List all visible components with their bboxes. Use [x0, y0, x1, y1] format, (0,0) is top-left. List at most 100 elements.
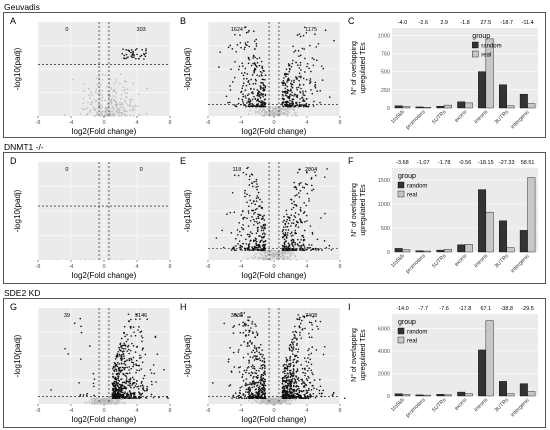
data-point	[319, 320, 322, 323]
data-point	[268, 252, 270, 255]
data-point	[305, 397, 308, 399]
data-point	[252, 249, 255, 251]
data-point	[301, 47, 304, 50]
category-label: 3UTRs	[494, 253, 511, 270]
data-point	[263, 364, 266, 367]
data-point	[252, 200, 255, 203]
data-point	[260, 398, 263, 401]
data-point	[289, 369, 292, 372]
bar-real	[527, 391, 536, 397]
data-point	[255, 42, 258, 45]
data-point	[283, 77, 285, 79]
data-point	[298, 75, 300, 78]
y-tick-label: 0	[387, 250, 390, 256]
data-point	[121, 366, 124, 369]
data-point	[241, 72, 243, 74]
data-point	[273, 111, 275, 114]
data-point	[131, 109, 134, 112]
data-point	[127, 313, 130, 316]
x-tick-label: -8	[206, 120, 211, 126]
data-point	[253, 180, 255, 183]
y-axis-label: -log10(padj)	[13, 334, 22, 377]
data-point	[258, 93, 261, 96]
data-point	[126, 88, 129, 91]
enrichment-label: -1.8	[460, 20, 469, 26]
data-point	[290, 231, 293, 234]
data-point	[274, 400, 277, 403]
data-point	[130, 51, 132, 54]
data-point	[229, 85, 231, 87]
data-point	[244, 192, 246, 194]
data-point	[255, 79, 257, 82]
data-point	[290, 232, 292, 235]
x-tick-label: 8	[168, 408, 171, 414]
data-point	[285, 401, 288, 404]
data-point	[250, 365, 253, 368]
data-point	[259, 253, 262, 255]
data-point	[287, 257, 289, 259]
data-point	[247, 383, 249, 386]
data-point	[289, 390, 291, 392]
data-point	[305, 102, 308, 105]
data-point	[276, 398, 279, 400]
data-point	[289, 247, 292, 250]
data-point	[291, 100, 293, 103]
data-point	[287, 63, 290, 65]
data-point	[288, 97, 291, 100]
data-point	[134, 351, 137, 353]
data-point	[289, 375, 292, 378]
data-point	[298, 83, 301, 86]
data-point	[130, 357, 132, 360]
data-point	[324, 212, 326, 215]
data-point	[294, 216, 297, 219]
data-point	[289, 380, 291, 383]
data-point	[253, 385, 255, 388]
data-point	[252, 83, 255, 85]
data-point	[255, 217, 258, 220]
data-point	[115, 109, 118, 111]
data-point	[141, 49, 143, 51]
data-point	[94, 398, 97, 400]
data-point	[279, 105, 282, 108]
data-point	[258, 90, 260, 92]
data-point	[101, 99, 103, 102]
data-point	[243, 78, 245, 80]
data-point	[228, 358, 230, 360]
data-point	[283, 389, 286, 392]
data-point	[93, 98, 95, 101]
data-point	[248, 235, 250, 238]
data-point	[288, 369, 291, 372]
data-point	[139, 331, 141, 333]
data-point	[291, 104, 294, 107]
data-point	[290, 235, 293, 237]
data-point	[255, 348, 258, 350]
x-tick-label: 4	[135, 408, 138, 414]
data-point	[262, 401, 265, 404]
data-point	[123, 57, 125, 59]
data-point	[304, 397, 306, 399]
x-tick-label: 0	[272, 264, 275, 270]
bar-real	[527, 177, 536, 253]
data-point	[126, 333, 128, 336]
data-point	[262, 377, 265, 380]
data-point	[264, 105, 266, 108]
data-point	[331, 394, 334, 397]
data-point	[146, 385, 148, 388]
panel-letter: H	[180, 302, 187, 312]
data-point	[119, 108, 121, 111]
data-point	[272, 397, 275, 400]
data-point	[245, 371, 247, 374]
data-point	[118, 107, 120, 110]
data-point	[264, 94, 267, 97]
data-point	[258, 75, 261, 77]
data-point	[275, 110, 278, 112]
data-point	[115, 398, 117, 401]
data-point	[294, 242, 297, 244]
data-point	[242, 380, 245, 382]
data-point	[255, 242, 257, 245]
data-point	[123, 392, 126, 395]
data-point	[114, 77, 117, 80]
data-point	[259, 246, 261, 249]
data-point	[246, 345, 248, 348]
data-point	[310, 389, 313, 391]
